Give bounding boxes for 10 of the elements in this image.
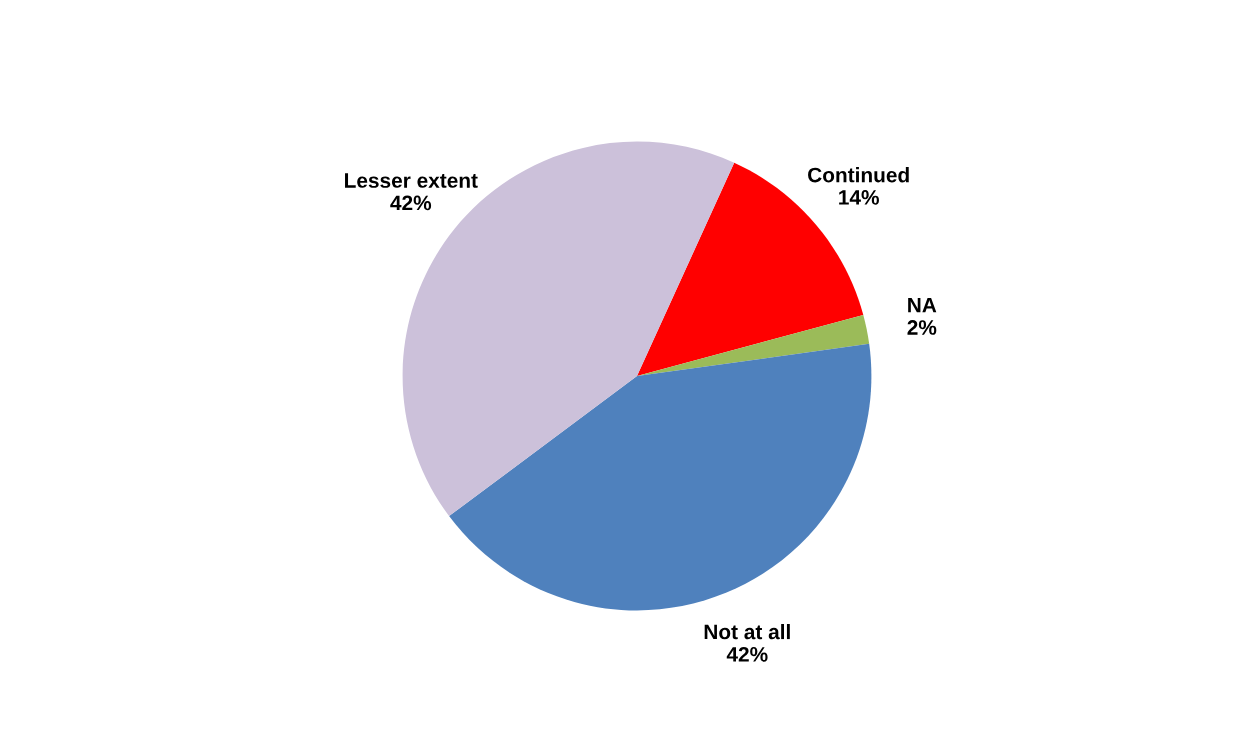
data-label: 14% xyxy=(839,190,879,205)
slice-label: Not at all xyxy=(704,623,790,640)
data-label: 42% xyxy=(390,195,432,211)
slice-label: Continued xyxy=(808,167,909,183)
pie-slice xyxy=(637,314,870,376)
slice-label: NA xyxy=(908,297,937,313)
slice-label: Lesser extent xyxy=(345,173,478,188)
pie-slice xyxy=(449,343,872,611)
data-label: 42% xyxy=(726,646,768,662)
data-label: 2% xyxy=(907,320,937,335)
